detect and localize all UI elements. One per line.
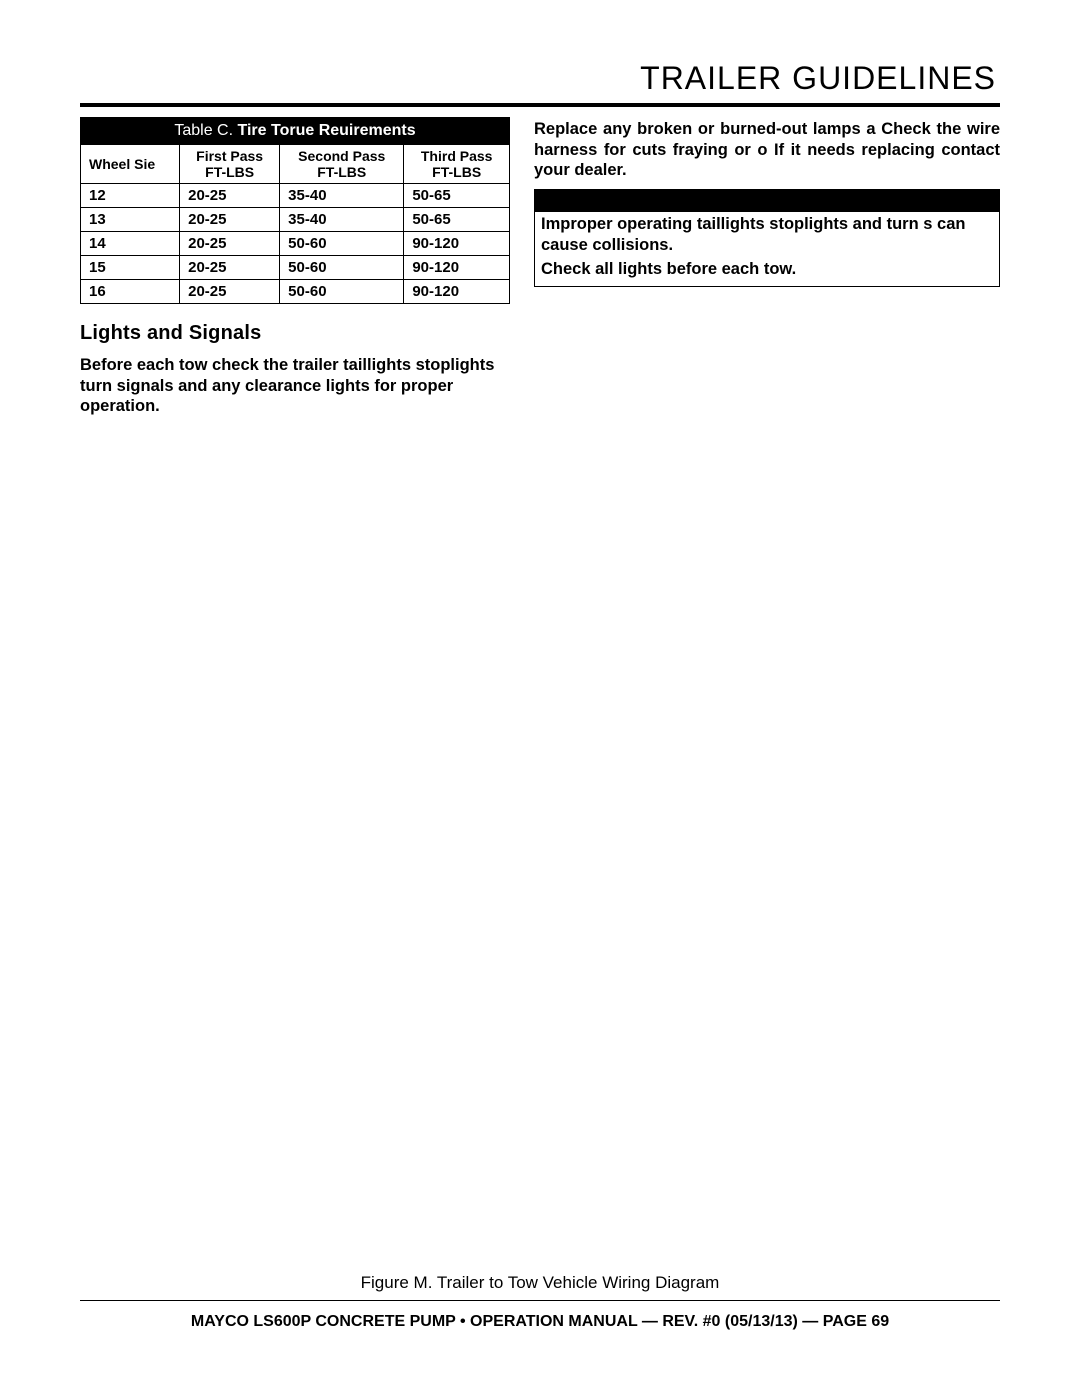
caution-line-1: Improper operating taillights stoplights… <box>541 214 993 255</box>
table-cell: 35-40 <box>280 208 404 232</box>
caution-box: Improper operating taillights stoplights… <box>534 189 1000 287</box>
table-cell: 50-60 <box>280 232 404 256</box>
table-cell: 16 <box>81 280 180 304</box>
table-cell: 50-65 <box>404 184 510 208</box>
section-heading: Lights and Signals <box>80 322 510 345</box>
table-cell: 35-40 <box>280 184 404 208</box>
table-row: 1420-2550-6090-120 <box>81 232 510 256</box>
col-pass1: First PassFT-LBS <box>180 145 280 184</box>
left-paragraph: Before each tow check the trailer tailli… <box>80 355 510 417</box>
table-row: 1620-2550-6090-120 <box>81 280 510 304</box>
right-column: Replace any broken or burned-out lamps a… <box>534 117 1000 417</box>
title-rule <box>80 103 1000 107</box>
table-title-row: Table C. Tire Torue Reuirements <box>81 118 510 145</box>
footer-rule <box>80 1300 1000 1301</box>
table-cell: 12 <box>81 184 180 208</box>
table-row: 1220-2535-4050-65 <box>81 184 510 208</box>
table-cell: 50-65 <box>404 208 510 232</box>
table-cell: 20-25 <box>180 232 280 256</box>
table-cell: 20-25 <box>180 184 280 208</box>
table-row: 1320-2535-4050-65 <box>81 208 510 232</box>
content-columns: Table C. Tire Torue Reuirements Wheel Si… <box>80 117 1000 417</box>
col-pass3: Third PassFT-LBS <box>404 145 510 184</box>
right-paragraph: Replace any broken or burned-out lamps a… <box>534 119 1000 181</box>
table-cell: 50-60 <box>280 256 404 280</box>
page-footer: MAYCO LS600P CONCRETE PUMP • OPERATION M… <box>0 1313 1080 1331</box>
table-cell: 90-120 <box>404 256 510 280</box>
table-row: 1520-2550-6090-120 <box>81 256 510 280</box>
caution-line-2: Check all lights before each tow. <box>541 259 993 280</box>
table-title-prefix: Table C. <box>174 122 237 139</box>
table-cell: 20-25 <box>180 208 280 232</box>
table-cell: 14 <box>81 232 180 256</box>
torque-table: Table C. Tire Torue Reuirements Wheel Si… <box>80 117 510 304</box>
table-cell: 20-25 <box>180 256 280 280</box>
page-title: TRAILER GUIDELINES <box>80 60 1000 97</box>
table-cell: 90-120 <box>404 232 510 256</box>
table-title-main: Tire Torue Reuirements <box>238 122 416 139</box>
table-cell: 20-25 <box>180 280 280 304</box>
col-wheel: Wheel Sie <box>81 145 180 184</box>
table-cell: 13 <box>81 208 180 232</box>
table-cell: 90-120 <box>404 280 510 304</box>
table-header-row: Wheel Sie First PassFT-LBS Second PassFT… <box>81 145 510 184</box>
left-column: Table C. Tire Torue Reuirements Wheel Si… <box>80 117 510 417</box>
figure-caption: Figure M. Trailer to Tow Vehicle Wiring … <box>0 1273 1080 1293</box>
col-pass2: Second PassFT-LBS <box>280 145 404 184</box>
caution-bar <box>535 190 999 212</box>
table-cell: 15 <box>81 256 180 280</box>
table-cell: 50-60 <box>280 280 404 304</box>
